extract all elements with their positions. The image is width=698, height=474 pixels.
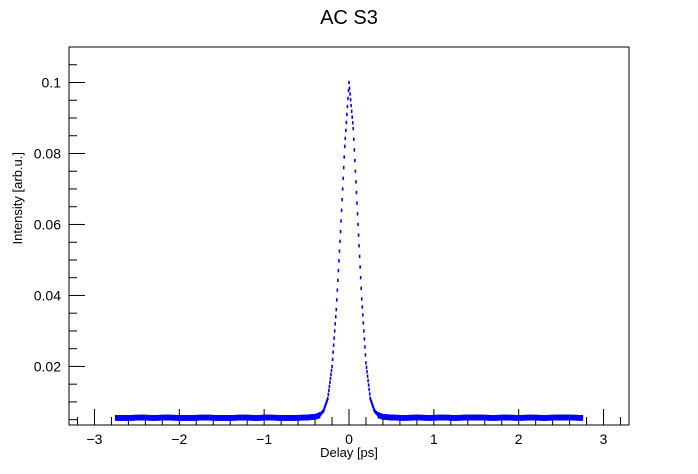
y-tick-label: 0.04 bbox=[34, 287, 61, 303]
x-tick-label: 0 bbox=[345, 431, 353, 447]
y-tick-label: 0.06 bbox=[34, 216, 61, 232]
y-axis-label: Intensity [arb.u.] bbox=[10, 152, 25, 245]
chart-title: AC S3 bbox=[320, 7, 378, 29]
x-tick-label: 3 bbox=[600, 431, 608, 447]
y-tick-label: 0.1 bbox=[42, 74, 62, 90]
y-tick-label: 0.02 bbox=[34, 358, 61, 374]
y-axis: 0.02 0.04 0.06 0.08 0.1 bbox=[34, 46, 85, 421]
x-tick-label: 1 bbox=[430, 431, 438, 447]
x-axis-label: Delay [ps] bbox=[320, 445, 378, 460]
data-points bbox=[114, 80, 584, 421]
y-tick-label: 0.08 bbox=[34, 145, 61, 161]
x-axis: −3 −2 −1 0 1 2 3 bbox=[76, 409, 622, 447]
plot-frame bbox=[68, 46, 630, 426]
x-tick-label: 2 bbox=[515, 431, 523, 447]
x-tick-label: −3 bbox=[86, 431, 102, 447]
x-tick-label: −2 bbox=[171, 431, 187, 447]
x-tick-label: −1 bbox=[256, 431, 272, 447]
